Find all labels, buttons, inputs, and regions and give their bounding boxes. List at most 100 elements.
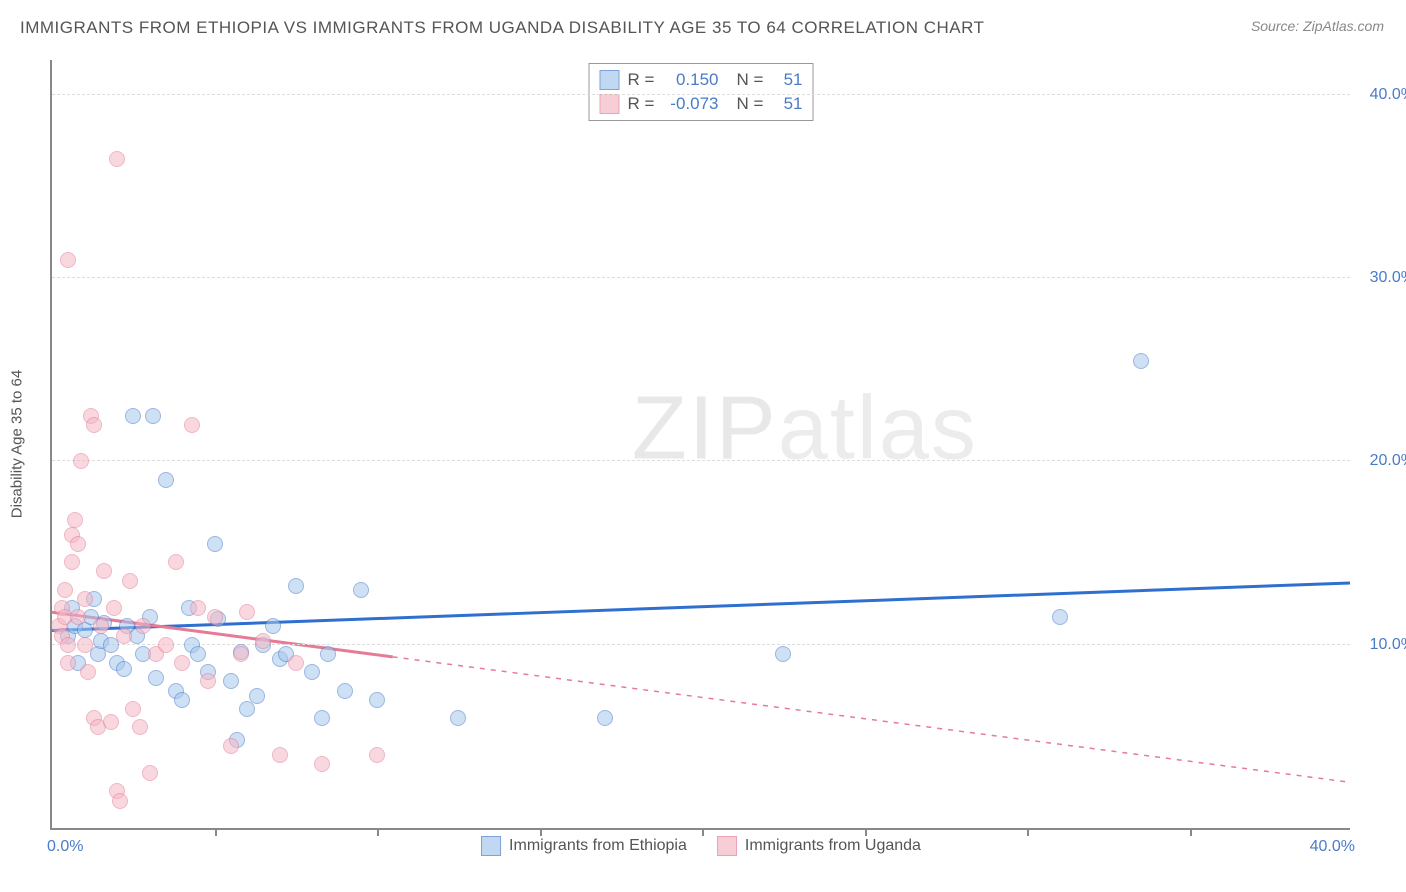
data-point (233, 646, 249, 662)
data-point (67, 512, 83, 528)
data-point (86, 417, 102, 433)
data-point (369, 747, 385, 763)
data-point (57, 582, 73, 598)
stat-n-label: N = (737, 70, 765, 90)
data-point (190, 646, 206, 662)
y-tick-label: 10.0% (1355, 636, 1406, 654)
watermark-thin: atlas (778, 378, 978, 478)
data-point (168, 554, 184, 570)
data-point (314, 710, 330, 726)
y-axis-title: Disability Age 35 to 64 (9, 370, 26, 518)
x-axis-max-label: 40.0% (1310, 838, 1355, 856)
data-point (125, 701, 141, 717)
data-point (135, 618, 151, 634)
data-point (249, 688, 265, 704)
data-point (184, 417, 200, 433)
data-point (77, 591, 93, 607)
data-point (207, 536, 223, 552)
data-point (60, 252, 76, 268)
correlation-stats-box: R = 0.150 N = 51 R = -0.073 N = 51 (589, 63, 814, 121)
x-tick (215, 828, 217, 836)
data-point (116, 661, 132, 677)
stat-row: R = -0.073 N = 51 (600, 92, 803, 116)
data-point (775, 646, 791, 662)
stat-n-value: 51 (773, 70, 803, 90)
watermark: ZIPatlas (632, 377, 978, 480)
data-point (80, 664, 96, 680)
data-point (132, 719, 148, 735)
data-point (190, 600, 206, 616)
legend-item: Immigrants from Ethiopia (481, 836, 687, 856)
data-point (77, 637, 93, 653)
data-point (70, 609, 86, 625)
chart-title: IMMIGRANTS FROM ETHIOPIA VS IMMIGRANTS F… (20, 18, 984, 38)
data-point (96, 563, 112, 579)
data-point (337, 683, 353, 699)
data-point (109, 151, 125, 167)
x-tick (1190, 828, 1192, 836)
stat-n-value: 51 (773, 94, 803, 114)
legend-label: Immigrants from Ethiopia (509, 837, 687, 855)
data-point (320, 646, 336, 662)
data-point (73, 453, 89, 469)
gridline-horizontal (52, 460, 1350, 461)
data-point (158, 472, 174, 488)
data-point (288, 655, 304, 671)
stat-swatch (600, 94, 620, 114)
data-point (314, 756, 330, 772)
data-point (369, 692, 385, 708)
data-point (125, 408, 141, 424)
legend-swatch (717, 836, 737, 856)
data-point (353, 582, 369, 598)
data-point (1133, 353, 1149, 369)
x-tick (702, 828, 704, 836)
data-point (158, 637, 174, 653)
x-axis-min-label: 0.0% (47, 838, 83, 856)
data-point (64, 554, 80, 570)
x-tick (377, 828, 379, 836)
trend-line-extrapolated (393, 657, 1350, 782)
data-point (142, 765, 158, 781)
gridline-horizontal (52, 277, 1350, 278)
data-point (145, 408, 161, 424)
data-point (223, 738, 239, 754)
data-point (304, 664, 320, 680)
data-point (103, 714, 119, 730)
data-point (450, 710, 466, 726)
y-tick-label: 20.0% (1355, 452, 1406, 470)
data-point (116, 628, 132, 644)
stat-r-label: R = (628, 70, 656, 90)
y-tick-label: 40.0% (1355, 86, 1406, 104)
data-point (112, 793, 128, 809)
x-tick (540, 828, 542, 836)
x-tick (865, 828, 867, 836)
data-point (200, 673, 216, 689)
legend-item: Immigrants from Uganda (717, 836, 921, 856)
data-point (265, 618, 281, 634)
stat-row: R = 0.150 N = 51 (600, 68, 803, 92)
x-tick (1027, 828, 1029, 836)
source-attribution: Source: ZipAtlas.com (1251, 18, 1384, 34)
data-point (1052, 609, 1068, 625)
data-point (272, 747, 288, 763)
data-point (60, 655, 76, 671)
gridline-horizontal (52, 644, 1350, 645)
stat-r-value: -0.073 (664, 94, 719, 114)
stat-r-value: 0.150 (664, 70, 719, 90)
stat-n-label: N = (737, 94, 765, 114)
legend-swatch (481, 836, 501, 856)
data-point (255, 633, 271, 649)
data-point (288, 578, 304, 594)
data-point (106, 600, 122, 616)
y-tick-label: 30.0% (1355, 269, 1406, 287)
data-point (174, 655, 190, 671)
data-point (70, 536, 86, 552)
data-point (174, 692, 190, 708)
data-point (597, 710, 613, 726)
gridline-horizontal (52, 94, 1350, 95)
stat-r-label: R = (628, 94, 656, 114)
watermark-bold: ZIP (632, 378, 778, 478)
data-point (122, 573, 138, 589)
data-point (148, 670, 164, 686)
chart-container: IMMIGRANTS FROM ETHIOPIA VS IMMIGRANTS F… (0, 0, 1406, 892)
